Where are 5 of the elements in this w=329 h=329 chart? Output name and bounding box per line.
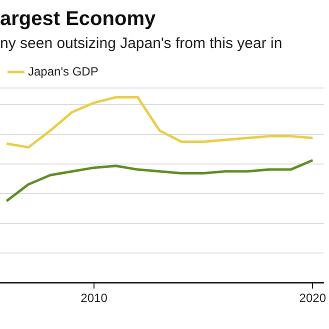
- x-tick-label: 2020: [299, 291, 326, 306]
- chart-subtitle: ny seen outsizing Japan's from this year in: [0, 35, 284, 52]
- legend-label: Japan's GDP: [28, 64, 98, 78]
- x-tick-label: 2010: [80, 291, 108, 306]
- chart-title: argest Economy: [0, 8, 157, 31]
